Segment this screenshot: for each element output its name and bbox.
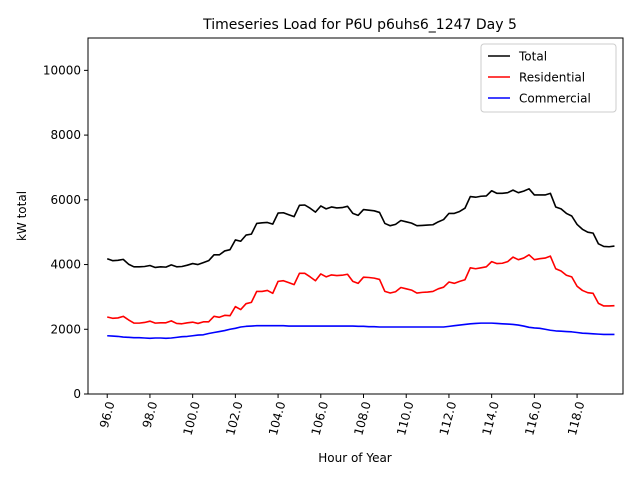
x-tick-label: 100.0 bbox=[181, 400, 203, 437]
legend-label-residential: Residential bbox=[519, 71, 585, 85]
y-tick-label: 4000 bbox=[50, 258, 81, 272]
x-tick-label: 98.0 bbox=[140, 400, 160, 429]
plot-frame bbox=[87, 37, 624, 395]
y-tick-label: 0 bbox=[73, 387, 81, 401]
x-tick-label: 116.0 bbox=[522, 400, 544, 437]
x-tick-label: 102.0 bbox=[223, 400, 245, 437]
y-tick-label: 8000 bbox=[50, 128, 81, 142]
legend-label-commercial: Commercial bbox=[519, 92, 591, 106]
legend-box bbox=[480, 43, 617, 113]
chart-title: Timeseries Load for P6U p6uhs6_1247 Day … bbox=[202, 17, 517, 33]
x-tick-label: 112.0 bbox=[437, 400, 459, 437]
series-line-commercial bbox=[107, 322, 615, 340]
x-tick-label: 118.0 bbox=[565, 400, 587, 437]
x-axis-label: Hour of Year bbox=[318, 451, 392, 465]
y-tick-label: 6000 bbox=[50, 193, 81, 207]
x-axis-ticks: 96.0 98.0 100.0 102.0 104.0 106.0 108.0 110.0 11… bbox=[97, 394, 587, 437]
x-tick-label: 108.0 bbox=[351, 400, 373, 437]
series-line-residential bbox=[107, 254, 615, 325]
x-tick-label: 114.0 bbox=[480, 400, 502, 437]
legend-label-total: Total bbox=[518, 50, 547, 64]
plot-lines bbox=[106, 188, 615, 340]
y-axis-label: kW total bbox=[15, 191, 29, 241]
y-tick-label: 2000 bbox=[50, 322, 81, 336]
y-axis-ticks: 0 2000 4000 6000 8000 10000 bbox=[43, 63, 88, 401]
x-tick-label: 96.0 bbox=[97, 400, 117, 429]
x-tick-label: 104.0 bbox=[266, 400, 288, 437]
x-tick-label: 106.0 bbox=[309, 400, 331, 437]
y-tick-label: 10000 bbox=[43, 63, 81, 77]
x-tick-label: 110.0 bbox=[394, 400, 416, 437]
series-line-total bbox=[106, 188, 615, 269]
legend: Total Residential Commercial bbox=[480, 43, 617, 113]
